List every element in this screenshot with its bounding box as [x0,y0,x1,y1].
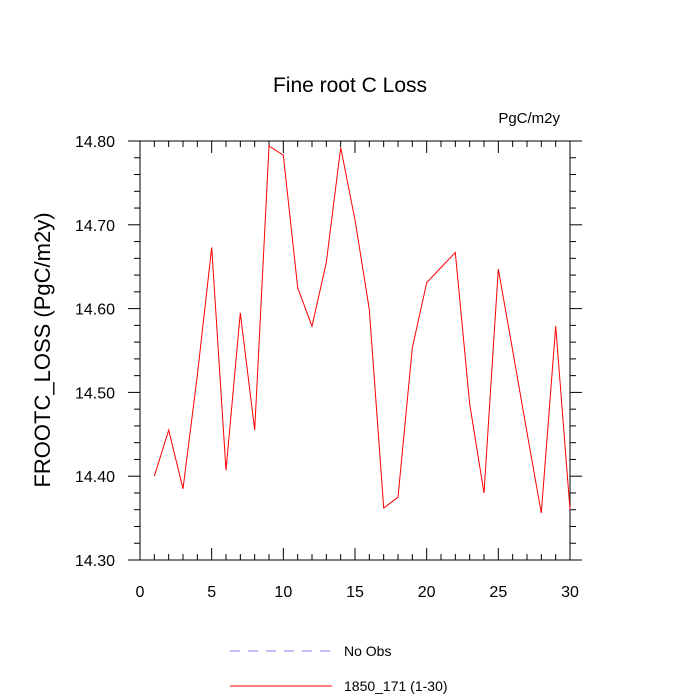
x-axis-ticks [139,141,571,560]
legend: No Obs 1850_171 (1-30) [230,643,448,694]
x-tick-label: 5 [207,584,216,601]
plot-border [139,140,571,561]
units-label: PgC/m2y [498,110,560,127]
x-axis-tick-labels: 0 5 10 15 20 25 30 [136,584,579,601]
x-tick-label: 0 [136,584,145,601]
x-tick-label: 20 [418,584,436,601]
y-tick-label: 14.50 [75,385,115,402]
y-tick-label: 14.70 [75,218,115,235]
chart-title: Fine root C Loss [273,74,427,97]
y-tick-label: 14.40 [75,469,115,486]
y-tick-label: 14.30 [75,553,115,570]
y-tick-label: 14.80 [75,134,115,151]
series-line [153,145,571,514]
legend-label: No Obs [344,643,391,659]
legend-label: 1850_171 (1-30) [344,678,448,694]
y-axis-tick-labels: 14.30 14.40 14.50 14.60 14.70 14.80 [75,134,115,570]
y-axis-label: FROOTC_LOSS (PgC/m2y) [30,212,55,487]
y-tick-label: 14.60 [75,302,115,319]
x-tick-label: 25 [489,584,507,601]
y-axis-ticks [128,140,582,561]
series-layer [153,145,571,514]
x-tick-label: 30 [561,584,579,601]
x-tick-label: 10 [274,584,292,601]
plot-frame [139,140,571,561]
x-tick-label: 15 [346,584,364,601]
